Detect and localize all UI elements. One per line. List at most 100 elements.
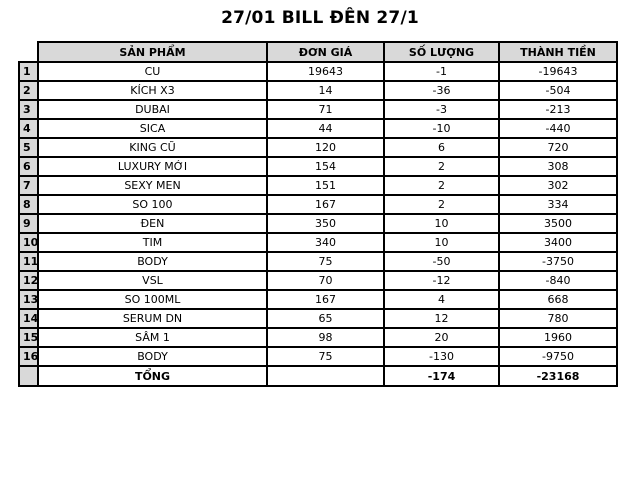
column-header-quantity: SỐ LƯỢNG	[383, 41, 500, 63]
cell-quantity: 4	[383, 289, 500, 310]
cell-total: 1960	[498, 327, 618, 348]
table-row: 2 KÍCH X3 14 -36 -504	[18, 80, 618, 101]
table-row: 1 CU 19643 -1 -19643	[18, 61, 618, 82]
cell-total: -19643	[498, 61, 618, 82]
cell-total: 308	[498, 156, 618, 177]
row-number: 7	[18, 175, 39, 196]
cell-total: 3400	[498, 232, 618, 253]
row-number: 5	[18, 137, 39, 158]
cell-product: BODY	[37, 346, 268, 367]
cell-total: 720	[498, 137, 618, 158]
cell-quantity: -3	[383, 99, 500, 120]
table-row: 12 VSL 70 -12 -840	[18, 270, 618, 291]
cell-product: SERUM DN	[37, 308, 268, 329]
row-number: 6	[18, 156, 39, 177]
cell-total: -840	[498, 270, 618, 291]
cell-product: CU	[37, 61, 268, 82]
cell-quantity: -10	[383, 118, 500, 139]
cell-product: DUBAI	[37, 99, 268, 120]
cell-total: 780	[498, 308, 618, 329]
cell-product: LUXURY MỚI	[37, 156, 268, 177]
cell-quantity: 2	[383, 175, 500, 196]
table-row: 6 LUXURY MỚI 154 2 308	[18, 156, 618, 177]
table-row: 11 BODY 75 -50 -3750	[18, 251, 618, 272]
cell-product: KÍCH X3	[37, 80, 268, 101]
cell-product: KING CŨ	[37, 137, 268, 158]
cell-total: -440	[498, 118, 618, 139]
row-number: 2	[18, 80, 39, 101]
cell-total: -9750	[498, 346, 618, 367]
row-number: 16	[18, 346, 39, 367]
column-header-total: THÀNH TIỀN	[498, 41, 618, 63]
cell-quantity: 20	[383, 327, 500, 348]
total-amount: -23168	[498, 365, 618, 387]
cell-quantity: 10	[383, 232, 500, 253]
cell-unit-price: 98	[266, 327, 385, 348]
cell-unit-price: 65	[266, 308, 385, 329]
cell-quantity: 12	[383, 308, 500, 329]
cell-total: -504	[498, 80, 618, 101]
row-number: 3	[18, 99, 39, 120]
cell-quantity: -12	[383, 270, 500, 291]
total-quantity: -174	[383, 365, 500, 387]
cell-unit-price: 167	[266, 194, 385, 215]
table-row: 14 SERUM DN 65 12 780	[18, 308, 618, 329]
cell-product: SO 100	[37, 194, 268, 215]
row-number: 10	[18, 232, 39, 253]
cell-product: ĐEN	[37, 213, 268, 234]
cell-unit-price: 70	[266, 270, 385, 291]
cell-unit-price: 151	[266, 175, 385, 196]
total-row-number	[18, 365, 39, 387]
cell-total: 334	[498, 194, 618, 215]
cell-product: TIM	[37, 232, 268, 253]
cell-unit-price: 167	[266, 289, 385, 310]
cell-quantity: -130	[383, 346, 500, 367]
column-header-product: SẢN PHẨM	[37, 41, 268, 63]
row-number: 8	[18, 194, 39, 215]
table-row: 8 SO 100 167 2 334	[18, 194, 618, 215]
page-title: 27/01 BILL ĐÊN 27/1	[221, 8, 419, 28]
cell-total: -213	[498, 99, 618, 120]
column-header-unit-price: ĐƠN GIÁ	[266, 41, 385, 63]
table-row: 3 DUBAI 71 -3 -213	[18, 99, 618, 120]
row-number: 9	[18, 213, 39, 234]
cell-unit-price: 19643	[266, 61, 385, 82]
cell-unit-price: 154	[266, 156, 385, 177]
table-row: 4 SICA 44 -10 -440	[18, 118, 618, 139]
table-row: 15 SÂM 1 98 20 1960	[18, 327, 618, 348]
cell-product: SEXY MEN	[37, 175, 268, 196]
corner-cell	[19, 42, 38, 62]
total-label: TỔNG	[37, 365, 268, 387]
table-row: 13 SO 100ML 167 4 668	[18, 289, 618, 310]
cell-quantity: -36	[383, 80, 500, 101]
cell-quantity: -50	[383, 251, 500, 272]
total-row: TỔNG -174 -23168	[18, 365, 618, 387]
table-row: 10 TIM 340 10 3400	[18, 232, 618, 253]
cell-unit-price: 340	[266, 232, 385, 253]
cell-quantity: 2	[383, 194, 500, 215]
row-number: 14	[18, 308, 39, 329]
cell-total: -3750	[498, 251, 618, 272]
cell-quantity: -1	[383, 61, 500, 82]
cell-unit-price: 75	[266, 251, 385, 272]
cell-total: 302	[498, 175, 618, 196]
cell-product: VSL	[37, 270, 268, 291]
cell-unit-price: 75	[266, 346, 385, 367]
cell-total: 3500	[498, 213, 618, 234]
total-unit-price	[266, 365, 385, 387]
bill-table: SẢN PHẨM ĐƠN GIÁ SỐ LƯỢNG THÀNH TIỀN 1 CU…	[18, 41, 618, 387]
cell-unit-price: 350	[266, 213, 385, 234]
table-row: 7 SEXY MEN 151 2 302	[18, 175, 618, 196]
cell-product: BODY	[37, 251, 268, 272]
table-row: 16 BODY 75 -130 -9750	[18, 346, 618, 367]
row-number: 12	[18, 270, 39, 291]
cell-product: SÂM 1	[37, 327, 268, 348]
cell-unit-price: 14	[266, 80, 385, 101]
table-row: 9 ĐEN 350 10 3500	[18, 213, 618, 234]
cell-quantity: 2	[383, 156, 500, 177]
cell-quantity: 6	[383, 137, 500, 158]
cell-product: SICA	[37, 118, 268, 139]
cell-unit-price: 120	[266, 137, 385, 158]
row-number: 13	[18, 289, 39, 310]
cell-product: SO 100ML	[37, 289, 268, 310]
